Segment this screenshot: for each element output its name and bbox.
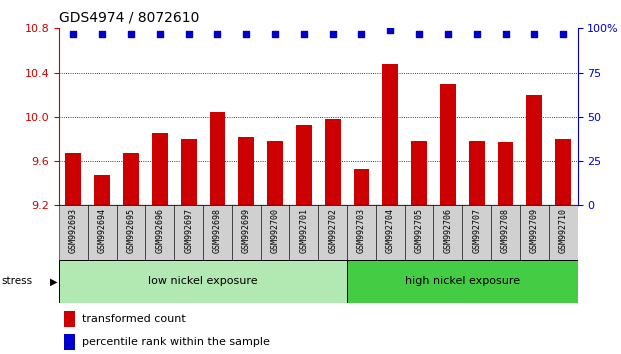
Point xyxy=(529,31,539,36)
Point xyxy=(443,31,453,36)
Text: high nickel exposure: high nickel exposure xyxy=(405,276,520,286)
Point xyxy=(126,31,136,36)
Bar xyxy=(123,153,139,205)
Bar xyxy=(145,205,175,260)
Bar xyxy=(527,95,542,205)
Text: GSM992707: GSM992707 xyxy=(472,208,481,253)
Bar xyxy=(549,205,578,260)
Text: low nickel exposure: low nickel exposure xyxy=(148,276,258,286)
Bar xyxy=(232,205,261,260)
Bar xyxy=(117,205,145,260)
Bar xyxy=(175,205,203,260)
Bar xyxy=(181,139,197,205)
Bar xyxy=(469,141,484,205)
Point xyxy=(299,31,309,36)
Point xyxy=(212,31,222,36)
Bar xyxy=(383,64,398,205)
Point xyxy=(472,31,482,36)
Point xyxy=(97,31,107,36)
Text: GSM992698: GSM992698 xyxy=(213,208,222,253)
Bar xyxy=(433,205,462,260)
Text: GSM992704: GSM992704 xyxy=(386,208,395,253)
Point xyxy=(242,31,252,36)
Bar xyxy=(289,205,318,260)
Bar xyxy=(261,205,289,260)
Text: transformed count: transformed count xyxy=(83,314,186,324)
Text: percentile rank within the sample: percentile rank within the sample xyxy=(83,337,270,347)
Text: ▶: ▶ xyxy=(50,276,57,286)
Point xyxy=(385,27,395,33)
Bar xyxy=(238,137,254,205)
Text: GSM992703: GSM992703 xyxy=(357,208,366,253)
Bar xyxy=(152,133,168,205)
Bar xyxy=(353,169,369,205)
Bar xyxy=(88,205,117,260)
Bar xyxy=(318,205,347,260)
Bar xyxy=(491,205,520,260)
Text: GSM992697: GSM992697 xyxy=(184,208,193,253)
Text: GSM992700: GSM992700 xyxy=(271,208,279,253)
Text: GSM992710: GSM992710 xyxy=(559,208,568,253)
Point xyxy=(270,31,280,36)
Text: GSM992705: GSM992705 xyxy=(415,208,424,253)
Bar xyxy=(411,141,427,205)
Point xyxy=(184,31,194,36)
Bar xyxy=(59,205,88,260)
Bar xyxy=(203,205,232,260)
Bar xyxy=(376,205,405,260)
Bar xyxy=(65,153,81,205)
Point xyxy=(328,31,338,36)
Text: GSM992708: GSM992708 xyxy=(501,208,510,253)
Bar xyxy=(59,260,347,303)
Bar xyxy=(405,205,433,260)
Point xyxy=(68,31,78,36)
Text: GSM992694: GSM992694 xyxy=(97,208,107,253)
Text: GSM992701: GSM992701 xyxy=(299,208,309,253)
Point xyxy=(414,31,424,36)
Text: GSM992699: GSM992699 xyxy=(242,208,251,253)
Bar xyxy=(520,205,549,260)
Bar xyxy=(497,142,514,205)
Text: GSM992695: GSM992695 xyxy=(127,208,135,253)
Text: GSM992706: GSM992706 xyxy=(443,208,452,253)
Bar xyxy=(94,176,110,205)
Bar xyxy=(462,205,491,260)
Point xyxy=(155,31,165,36)
Text: GSM992693: GSM992693 xyxy=(69,208,78,253)
Bar xyxy=(64,311,75,327)
Point xyxy=(356,31,366,36)
Bar xyxy=(209,113,225,205)
Text: GSM992702: GSM992702 xyxy=(328,208,337,253)
Text: GSM992709: GSM992709 xyxy=(530,208,539,253)
Text: GSM992696: GSM992696 xyxy=(155,208,165,253)
Bar xyxy=(347,260,578,303)
Bar xyxy=(347,205,376,260)
Text: stress: stress xyxy=(1,276,32,286)
Point xyxy=(501,31,510,36)
Bar xyxy=(440,84,456,205)
Bar xyxy=(296,125,312,205)
Bar xyxy=(555,139,571,205)
Bar xyxy=(64,334,75,350)
Bar xyxy=(325,119,340,205)
Bar xyxy=(267,141,283,205)
Point xyxy=(558,31,568,36)
Text: GDS4974 / 8072610: GDS4974 / 8072610 xyxy=(59,11,199,25)
